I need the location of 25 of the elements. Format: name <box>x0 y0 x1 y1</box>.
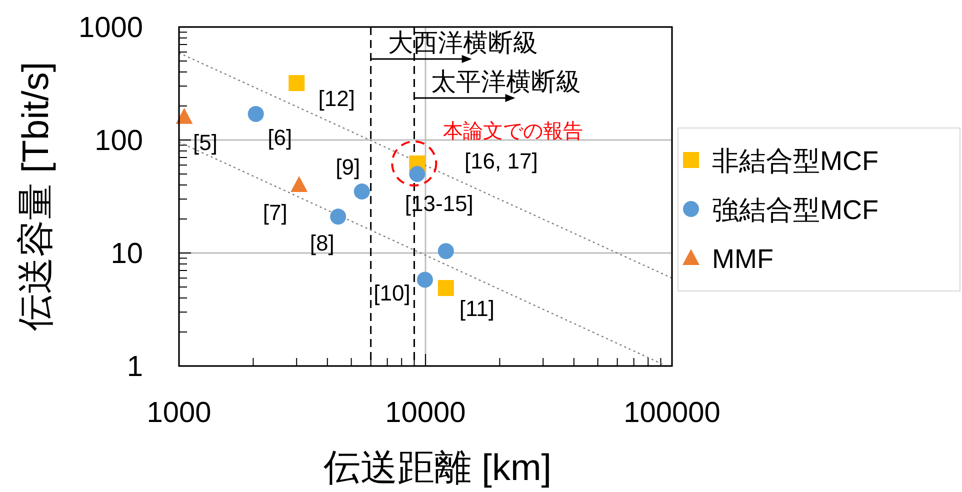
annotation: [7] <box>262 200 288 225</box>
annotation: 本論文での報告 <box>443 120 584 142</box>
legend-label: MMF <box>712 244 774 274</box>
annotation: [12] <box>318 86 355 112</box>
annotation: [10] <box>374 280 410 306</box>
ref-line-label: 太平洋横断級 <box>431 68 582 96</box>
y-tick-label: 10 <box>110 238 143 270</box>
y-tick-label: 1 <box>126 351 143 383</box>
annotation: [9] <box>336 154 360 180</box>
y-axis-title: 伝送容量 [Tbit/s] <box>15 62 56 332</box>
annotation: [6] <box>268 124 292 150</box>
annotation: [16, 17] <box>464 148 538 174</box>
legend-label: 強結合型MCF <box>712 195 878 225</box>
annotation: [13-15] <box>404 191 474 216</box>
annotation: [11] <box>459 296 494 322</box>
ref-line-label: 大西洋横断級 <box>388 29 538 57</box>
x-tick-label: 100000 <box>624 397 720 429</box>
x-tick-label: 10000 <box>385 397 466 429</box>
x-tick-label: 1000 <box>146 397 212 429</box>
x-axis-title: 伝送距離 [km] <box>323 447 552 488</box>
legend-label: 非結合型MCF <box>712 146 878 176</box>
y-tick-label: 1000 <box>78 12 143 44</box>
y-tick-label: 100 <box>94 125 143 157</box>
annotation: [5] <box>192 130 218 155</box>
annotation: [8] <box>310 230 334 256</box>
